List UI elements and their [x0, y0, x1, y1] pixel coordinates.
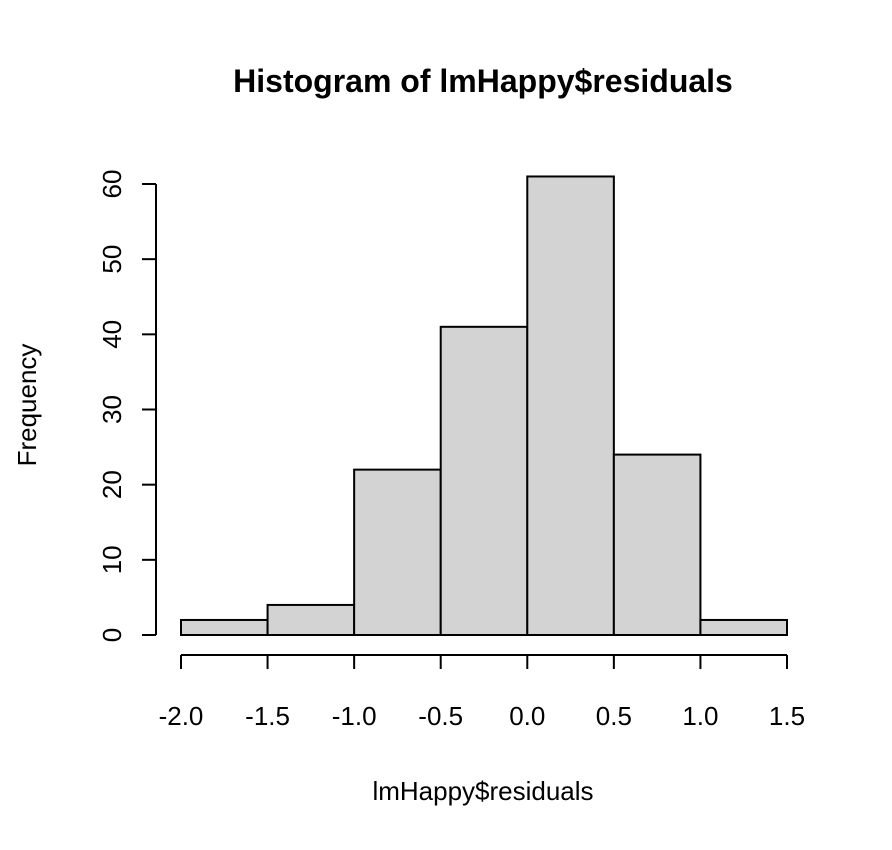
- histogram-bar: [180, 618, 269, 637]
- x-tick-label: 1.0: [682, 701, 718, 731]
- x-tick-label: -2.0: [159, 701, 204, 731]
- y-axis: 0 10 20 30 40 50 60: [97, 170, 157, 642]
- y-tick-label: 10: [97, 545, 127, 574]
- y-axis-label: Frequency: [12, 344, 42, 467]
- histogram-bar: [612, 453, 702, 636]
- histogram-bars: [180, 175, 789, 637]
- y-tick-label: 50: [97, 245, 127, 274]
- histogram-bar: [353, 468, 442, 636]
- x-tick-label: -0.5: [418, 701, 463, 731]
- x-tick-label: -1.5: [245, 701, 290, 731]
- x-axis-label: lmHappy$residuals: [372, 776, 593, 806]
- y-tick-label: 30: [97, 395, 127, 424]
- y-tick-label: 20: [97, 470, 127, 499]
- x-axis: -2.0 -1.5 -1.0 -0.5 0.0 0.5 1.0 1.5: [159, 654, 805, 731]
- histogram-bar: [266, 603, 356, 637]
- y-tick-label: 0: [97, 628, 127, 642]
- histogram-bar: [439, 325, 529, 636]
- x-tick-label: -1.0: [332, 701, 377, 731]
- x-tick-label: 1.5: [769, 701, 805, 731]
- x-tick-label: 0.0: [509, 701, 545, 731]
- x-tick-label: 0.5: [596, 701, 632, 731]
- y-tick-label: 40: [97, 320, 127, 349]
- chart-title: Histogram of lmHappy$residuals: [233, 63, 733, 99]
- histogram-bar: [699, 618, 789, 637]
- y-tick-label: 60: [97, 170, 127, 199]
- histogram-bar: [526, 175, 615, 636]
